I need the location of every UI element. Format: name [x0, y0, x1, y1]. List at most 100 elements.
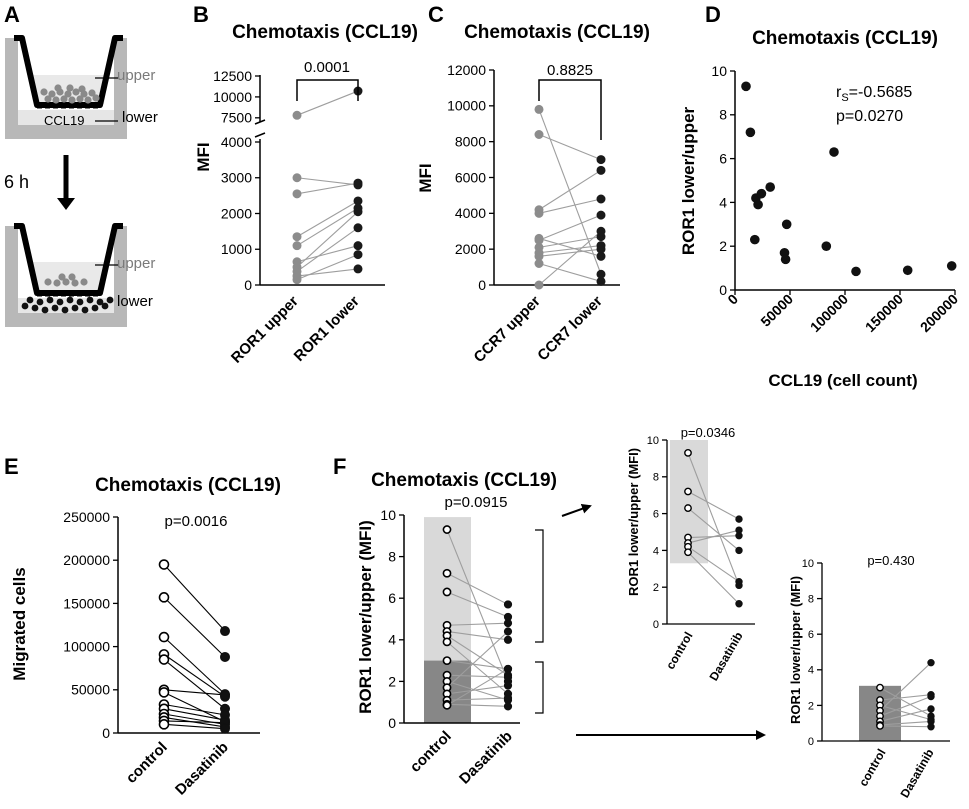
cell — [31, 304, 39, 312]
x-category-label: Dasatinib — [897, 747, 936, 801]
spearman-rs: rS=-0.5685 — [836, 84, 912, 104]
group-bracket-low — [535, 661, 544, 714]
tick-label: 8 — [653, 472, 659, 484]
data-point-lower — [596, 276, 606, 286]
tick-label: 10 — [711, 63, 727, 79]
data-point-control — [876, 721, 884, 730]
pair-line — [687, 491, 740, 520]
tick-label: 2000 — [455, 241, 486, 257]
tick-label: 50000 — [757, 291, 796, 330]
data-point-dasatinib — [220, 689, 230, 700]
tick-label: 1000 — [221, 241, 252, 257]
y-ticks: 0 1000 2000 3000 4000 7500 10000 12500 — [213, 68, 260, 293]
pair-line — [163, 636, 226, 695]
pair-line — [687, 551, 740, 605]
well-base — [5, 313, 127, 327]
pair-line — [296, 182, 359, 195]
cell — [56, 298, 64, 306]
cell — [26, 296, 34, 304]
well-base — [5, 125, 127, 139]
panel-label-c: C — [428, 2, 444, 27]
pair-line — [446, 703, 509, 707]
pair-line — [538, 198, 602, 214]
panel-e: E Chemotaxis (CCL19) Migrated cells 0 500… — [4, 454, 281, 799]
x-category-label: control — [856, 747, 888, 789]
tick-label: 150000 — [63, 595, 110, 611]
tick-label: 0 — [388, 715, 396, 731]
cell — [36, 298, 44, 306]
data-point-lower — [596, 155, 606, 165]
cell — [76, 298, 84, 306]
data-point-control — [158, 592, 170, 603]
tick-label: 8 — [808, 593, 814, 605]
pair-line — [879, 708, 932, 722]
y-axis-label: ROR1 lower/upper (MFI) — [788, 576, 803, 724]
label-upper-bottom: upper — [117, 255, 155, 272]
tick-label: 4 — [653, 545, 659, 557]
tick-label: 0 — [102, 725, 110, 741]
cell — [81, 306, 89, 314]
tick-label: 8 — [388, 549, 396, 565]
tick-label: 2 — [653, 582, 659, 594]
panel-label-e: E — [4, 454, 19, 479]
pair-line — [163, 720, 226, 724]
pair-line — [296, 254, 359, 281]
cell — [88, 89, 96, 97]
data-point-upper — [292, 241, 302, 251]
arrow-to-top-subplot — [561, 503, 592, 517]
data-point-dasatinib — [503, 702, 513, 711]
tick-label: 4 — [388, 632, 396, 648]
data-point-lower — [353, 178, 363, 188]
tick-label: 100000 — [63, 639, 110, 655]
y-ticks: 0 50000 100000 150000 200000 250000 — [63, 509, 118, 741]
x-category-label: control — [407, 728, 455, 776]
pair-line — [538, 236, 602, 248]
data-point-lower — [353, 250, 363, 260]
data-point-control — [684, 548, 692, 557]
data-point-control — [442, 525, 452, 534]
y-axis-label: Migrated cells — [10, 567, 29, 680]
x-category-label: ROR1 upper — [228, 293, 302, 367]
cell — [68, 96, 76, 104]
x-category-label: CCR7 upper — [471, 293, 544, 366]
tick-label: 10 — [647, 435, 659, 447]
data-point — [745, 127, 756, 138]
data-point-lower — [353, 241, 363, 251]
data-point-control — [442, 700, 452, 710]
spearman-p: p=0.0270 — [836, 108, 903, 125]
data-marks — [292, 86, 363, 285]
data-point-lower — [353, 223, 363, 233]
cell — [21, 302, 29, 310]
summary-bars — [424, 517, 471, 723]
x-category-label: ROR1 lower — [291, 293, 363, 365]
pair-line — [538, 169, 602, 211]
data-point — [753, 199, 763, 210]
cell — [71, 304, 79, 312]
pair-line — [446, 685, 509, 695]
tick-label: 2 — [808, 700, 814, 712]
pair-line — [446, 631, 509, 689]
pair-line — [687, 507, 740, 551]
cell — [40, 88, 48, 96]
data-point-dasatinib — [735, 577, 743, 586]
data-point — [829, 147, 839, 157]
pair-line — [538, 262, 602, 282]
x-category-label: CCR7 lower — [534, 293, 606, 365]
tick-label: 0 — [478, 277, 486, 293]
x-axis-label: CCL19 (cell count) — [768, 371, 917, 390]
y-ticks: 0 2000 4000 6000 8000 10000 12000 — [447, 62, 494, 293]
cells-upper — [40, 84, 100, 104]
tick-label: 6 — [388, 590, 396, 606]
data-point-upper — [292, 232, 302, 242]
data-point-lower — [353, 207, 363, 217]
pair-line — [879, 720, 932, 726]
group-bracket-high — [535, 529, 544, 643]
cell — [66, 296, 74, 304]
tick-label: 10000 — [213, 89, 252, 105]
well-wall-right — [114, 38, 127, 127]
tick-label: 12000 — [447, 62, 486, 78]
data-points — [741, 81, 957, 277]
pair-line — [879, 695, 932, 717]
tick-label: 10 — [380, 507, 396, 523]
pair-line — [163, 653, 226, 698]
